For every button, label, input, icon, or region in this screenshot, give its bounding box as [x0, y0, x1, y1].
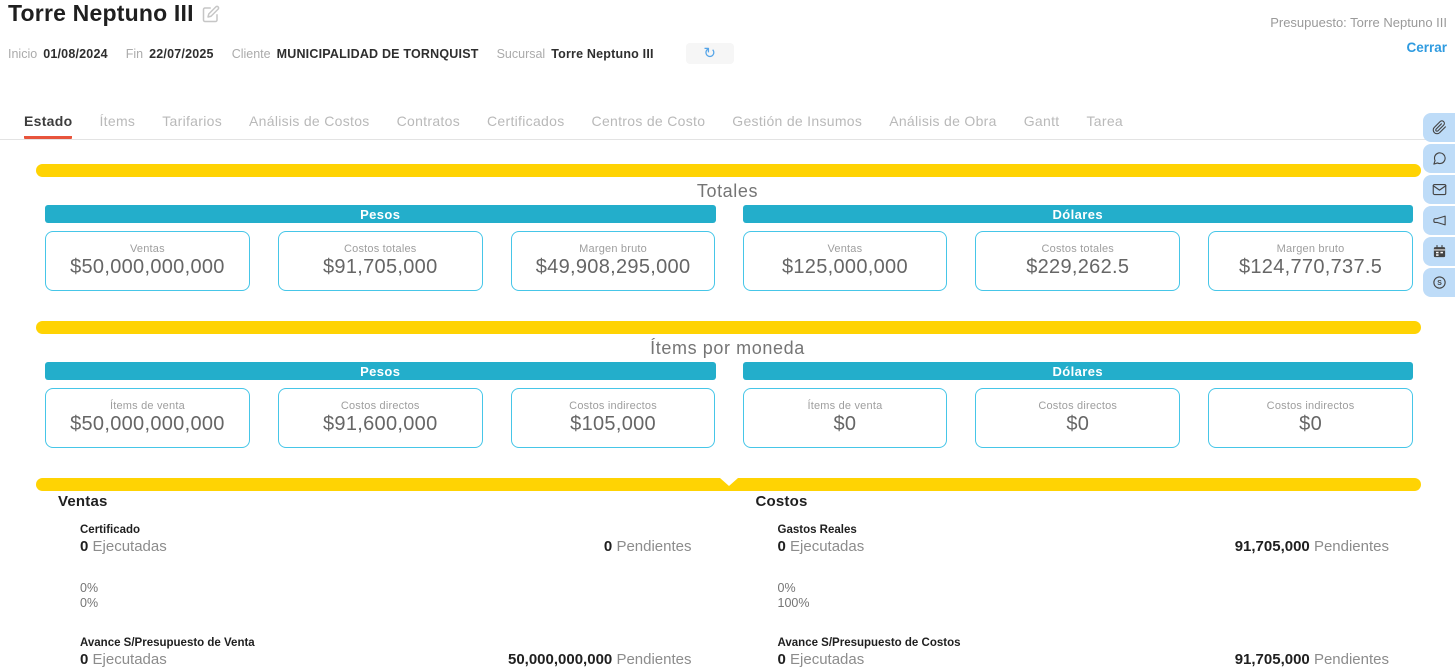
- avance-presupuesto-venta-values: 0 Ejecutadas 50,000,000,000 Pendientes: [80, 651, 692, 668]
- card-costos-indirectos-dolares: Costos indirectos $0: [1208, 388, 1413, 448]
- section-avances: Ventas Certificado 0 Ejecutadas 0 Pendie…: [0, 478, 1455, 668]
- card-costos-totales-dolares: Costos totales $229,262.5: [975, 231, 1181, 291]
- yellow-divider: [36, 321, 1421, 334]
- certificado-values: 0 Ejecutadas 0 Pendientes: [80, 538, 692, 555]
- currency-header-pesos: Pesos: [45, 205, 716, 223]
- comments-button[interactable]: [1423, 144, 1455, 173]
- costos-percents: 0% 100%: [777, 581, 810, 610]
- card-costos-totales-pesos: Costos totales $91,705,000: [277, 231, 483, 291]
- tab-items[interactable]: Ítems: [99, 113, 136, 129]
- items-por-moneda-heading: Ítems por moneda: [650, 338, 805, 358]
- cerrar-link[interactable]: Cerrar: [1406, 40, 1447, 55]
- card-ventas-dolares: Ventas $125,000,000: [742, 231, 948, 291]
- currency-header-pesos: Pesos: [45, 362, 716, 380]
- info-fin: Fin 22/07/2025: [125, 46, 214, 61]
- items-dolares-column: Dólares Ítems de venta $0 Costos directo…: [742, 362, 1413, 448]
- certificado-label: Certificado: [80, 524, 141, 536]
- totales-heading: Totales: [696, 181, 759, 201]
- refresh-icon: ↻: [703, 45, 716, 62]
- calendar-button[interactable]: [1423, 237, 1455, 266]
- card-costos-indirectos-pesos: Costos indirectos $105,000: [510, 388, 716, 448]
- info-cliente: Cliente MUNICIPALIDAD DE TORNQUIST: [231, 46, 479, 61]
- attachment-button[interactable]: [1423, 113, 1455, 142]
- presupuesto-label: Presupuesto: Torre Neptuno III: [1270, 15, 1447, 30]
- tab-centros-de-costo[interactable]: Centros de Costo: [591, 113, 706, 129]
- envelope-icon: [1432, 182, 1447, 197]
- card-ventas-pesos: Ventas $50,000,000,000: [45, 231, 250, 291]
- card-items-de-venta-pesos: Ítems de venta $50,000,000,000: [45, 388, 250, 448]
- ventas-panel: Ventas Certificado 0 Ejecutadas 0 Pendie…: [45, 493, 716, 668]
- tab-analisis-de-costos[interactable]: Análisis de Costos: [249, 113, 370, 129]
- totales-dolares-column: Dólares Ventas $125,000,000 Costos total…: [742, 205, 1413, 291]
- currency-header-dolares: Dólares: [742, 205, 1413, 223]
- yellow-divider: [36, 164, 1421, 177]
- tab-estado[interactable]: Estado: [24, 113, 73, 139]
- currency-button[interactable]: S: [1423, 268, 1455, 297]
- tab-bar: Estado Ítems Tarifarios Análisis de Cost…: [0, 110, 1455, 140]
- card-costos-directos-dolares: Costos directos $0: [975, 388, 1181, 448]
- announcement-button[interactable]: [1423, 206, 1455, 235]
- page-title: Torre Neptuno III: [8, 0, 194, 26]
- currency-header-dolares: Dólares: [742, 362, 1413, 380]
- ventas-heading: Ventas: [58, 493, 108, 510]
- yellow-divider-notched: [36, 478, 1421, 491]
- avance-presupuesto-costos-values: 0 Ejecutadas 91,705,000 Pendientes: [777, 651, 1390, 668]
- paperclip-icon: [1432, 120, 1447, 135]
- gastos-reales-label: Gastos Reales: [777, 524, 857, 536]
- divider-notch: [719, 478, 738, 486]
- svg-text:S: S: [1437, 280, 1442, 287]
- tab-gestion-de-insumos[interactable]: Gestión de Insumos: [732, 113, 863, 129]
- gastos-reales-values: 0 Ejecutadas 91,705,000 Pendientes: [777, 538, 1390, 555]
- dollar-circle-icon: S: [1432, 275, 1447, 290]
- refresh-button[interactable]: ↻: [685, 43, 734, 64]
- card-costos-directos-pesos: Costos directos $91,600,000: [277, 388, 483, 448]
- edit-title-icon[interactable]: [202, 5, 220, 23]
- costos-heading: Costos: [755, 493, 808, 510]
- ventas-percents: 0% 0%: [80, 581, 99, 610]
- tab-tarea[interactable]: Tarea: [1086, 113, 1124, 129]
- mail-button[interactable]: [1423, 175, 1455, 204]
- tab-certificados[interactable]: Certificados: [487, 113, 565, 129]
- avance-presupuesto-costos-label: Avance S/Presupuesto de Costos: [777, 637, 961, 649]
- tab-tarifarios[interactable]: Tarifarios: [162, 113, 223, 129]
- section-items-por-moneda: Ítems por moneda Pesos Ítems de venta $5…: [0, 321, 1455, 448]
- project-info-row: Inicio 01/08/2024 Fin 22/07/2025 Cliente…: [8, 43, 734, 64]
- megaphone-icon: [1432, 213, 1447, 228]
- avance-presupuesto-venta-label: Avance S/Presupuesto de Venta: [80, 637, 255, 649]
- totales-pesos-column: Pesos Ventas $50,000,000,000 Costos tota…: [45, 205, 716, 291]
- chat-bubble-icon: [1432, 151, 1447, 166]
- project-header: Torre Neptuno III Presupuesto: Torre Nep…: [0, 0, 1455, 110]
- tab-analisis-de-obra[interactable]: Análisis de Obra: [889, 113, 997, 129]
- calendar-icon: [1432, 244, 1447, 259]
- card-items-de-venta-dolares: Ítems de venta $0: [742, 388, 948, 448]
- tab-gantt[interactable]: Gantt: [1023, 113, 1060, 129]
- section-totales: Totales Pesos Ventas $50,000,000,000 Cos…: [0, 164, 1455, 291]
- side-toolbar: S: [1423, 113, 1455, 297]
- items-pesos-column: Pesos Ítems de venta $50,000,000,000 Cos…: [45, 362, 716, 448]
- info-inicio: Inicio 01/08/2024: [8, 46, 108, 61]
- card-margen-bruto-pesos: Margen bruto $49,908,295,000: [510, 231, 716, 291]
- costos-panel: Costos Gastos Reales 0 Ejecutadas 91,705…: [743, 493, 1414, 668]
- info-sucursal: Sucursal Torre Neptuno III: [496, 46, 654, 61]
- card-margen-bruto-dolares: Margen bruto $124,770,737.5: [1208, 231, 1413, 291]
- tab-contratos[interactable]: Contratos: [396, 113, 460, 129]
